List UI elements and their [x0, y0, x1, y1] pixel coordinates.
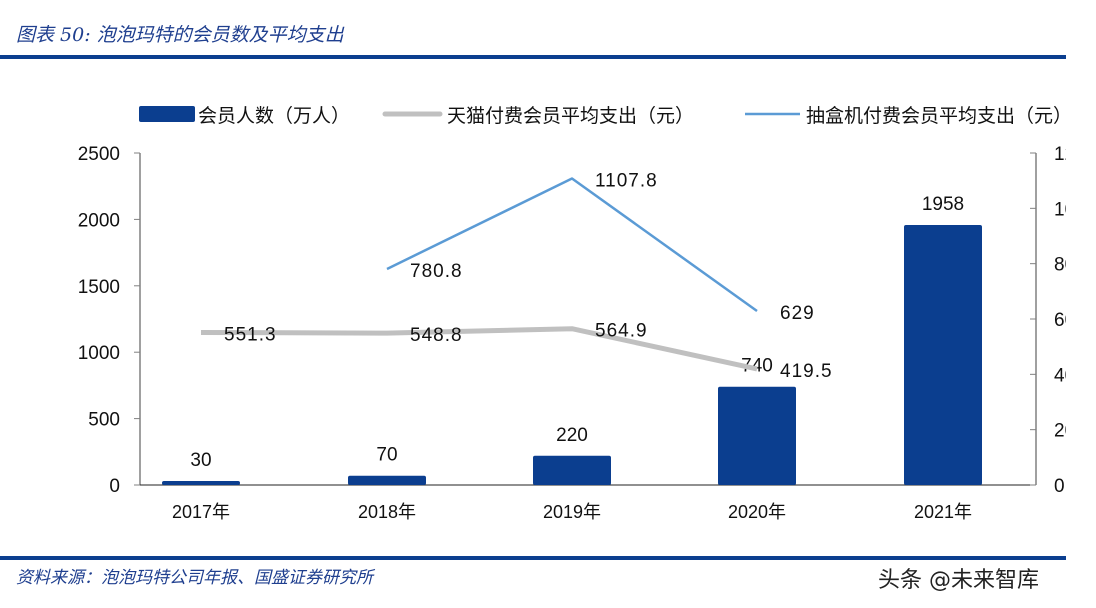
bar-data-label: 1958	[922, 194, 964, 215]
line-series-1	[200, 326, 758, 372]
x-axis-tick-label: 2019年	[543, 502, 601, 522]
right-axis-tick-label: 1000	[1054, 199, 1066, 220]
combo-chart: 0 500 1000 1500 2000 2500 0 200 400 600 800 1000 120…	[78, 105, 1066, 522]
legend-label-blindbox: 抽盒机付费会员平均支出（元）	[806, 105, 1066, 127]
right-axis-tick-label: 1200	[1054, 144, 1066, 165]
figure-title: 图表 50: 泡泡玛特的会员数及平均支出	[16, 24, 344, 46]
x-axis-tick-label: 2017年	[172, 502, 230, 522]
right-axis-tick-label: 400	[1054, 365, 1066, 386]
bar-2018年	[348, 475, 426, 485]
line-data-label: 419.5	[780, 361, 833, 382]
title-rule	[0, 55, 1066, 59]
line-data-label: 551.3	[224, 324, 277, 345]
legend-label-tmall: 天猫付费会员平均支出（元）	[447, 105, 694, 127]
line-series-2	[386, 177, 758, 312]
watermark: 头条 @未来智库	[878, 568, 1039, 593]
left-axis-tick-label: 1000	[78, 343, 120, 364]
bar-data-label: 220	[556, 425, 588, 446]
line-data-label: 548.8	[410, 325, 463, 346]
bar-data-label: 70	[376, 445, 397, 466]
x-axis-tick-label: 2020年	[728, 502, 786, 522]
left-axis-tick-label: 2500	[78, 144, 120, 165]
left-axis-tick-label: 0	[109, 476, 120, 497]
bar-data-label: 740	[741, 356, 773, 377]
x-axis-tick-label: 2018年	[358, 502, 416, 522]
source-rule	[0, 556, 1066, 560]
bar-2020年	[718, 386, 796, 485]
legend-label-bar: 会员人数（万人）	[198, 105, 350, 127]
legend-swatch-bar	[139, 106, 195, 122]
line-data-label: 780.8	[410, 261, 463, 282]
source-note: 资料来源：泡泡玛特公司年报、国盛证券研究所	[16, 568, 373, 588]
right-axis-tick-label: 600	[1054, 310, 1066, 331]
left-axis-tick-label: 2000	[78, 210, 120, 231]
line-data-label: 1107.8	[595, 171, 658, 192]
bar-2019年	[533, 455, 611, 485]
left-axis-tick-label: 500	[88, 410, 120, 431]
bar-2017年	[162, 481, 240, 485]
chart-area: 0 500 1000 1500 2000 2500 0 200 400 600 800 1000 120…	[0, 60, 1066, 540]
line-data-label: 629	[780, 303, 815, 324]
line-data-label: 564.9	[595, 321, 648, 342]
bar-2021年	[904, 224, 982, 485]
bar-data-label: 30	[190, 450, 211, 471]
right-axis-tick-label: 0	[1054, 476, 1065, 497]
right-axis-tick-label: 200	[1054, 421, 1066, 442]
left-axis-tick-label: 1500	[78, 277, 120, 298]
x-axis-tick-label: 2021年	[914, 502, 972, 522]
right-axis-tick-label: 800	[1054, 255, 1066, 276]
